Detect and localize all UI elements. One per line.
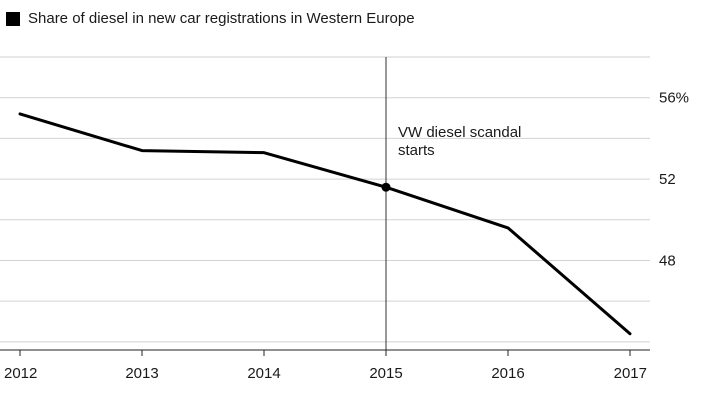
x-tick-label: 2016 <box>491 365 524 382</box>
y-tick-label: 52 <box>659 171 676 188</box>
legend-swatch <box>6 11 20 26</box>
x-tick-label: 2014 <box>247 365 280 382</box>
x-tick-label: 2013 <box>125 365 158 382</box>
legend: Share of diesel in new car registrations… <box>6 10 415 27</box>
x-tick-label: 2017 <box>614 365 647 382</box>
legend-label: Share of diesel in new car registrations… <box>28 10 415 27</box>
highlight-point <box>381 182 391 192</box>
series-line <box>18 112 632 336</box>
y-tick-label: 48 <box>659 252 676 269</box>
y-tick-label: 56% <box>659 90 689 107</box>
annotation-label: starts <box>398 142 435 159</box>
x-tick-label: 2012 <box>4 365 37 382</box>
annotation-label: VW diesel scandal <box>398 124 521 141</box>
x-tick-label: 2015 <box>369 365 402 382</box>
